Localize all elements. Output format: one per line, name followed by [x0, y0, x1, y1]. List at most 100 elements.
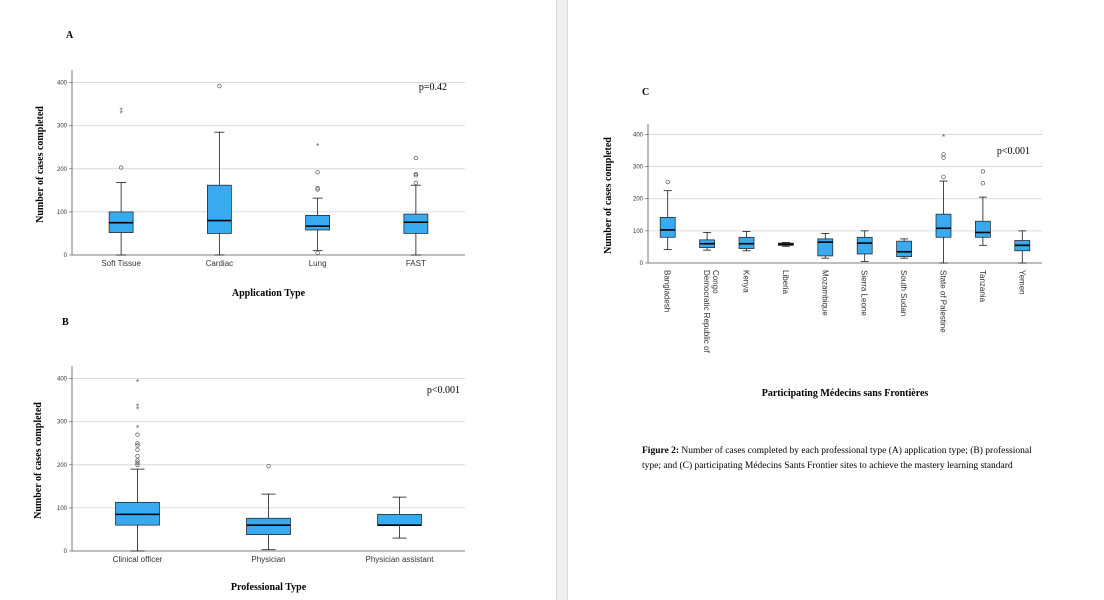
x-category-label: Soft Tissue — [101, 259, 141, 268]
y-tick-label: 0 — [64, 549, 68, 555]
box-group: * — [935, 133, 952, 264]
y-axis-label: Number of cases completed — [33, 402, 44, 519]
outlier-point — [941, 155, 946, 160]
y-tick-label: 0 — [640, 261, 644, 267]
p-value-annotation: p<0.001 — [997, 146, 1030, 157]
x-category-label: Liberia — [781, 270, 790, 295]
extreme-point: * — [942, 133, 945, 142]
figure-caption-label: Figure 2: — [642, 446, 680, 456]
box-group — [778, 242, 794, 247]
x-category-label: Bangladesh — [663, 270, 672, 312]
figure-caption: Figure 2: Number of cases completed by e… — [642, 444, 1042, 474]
document-page-left: A 0 100 200 300 400 Number of cases completed A… — [33, 30, 465, 593]
x-category-label: Lung — [309, 259, 327, 268]
extreme-point: * — [136, 378, 139, 387]
box-group — [856, 230, 873, 262]
outlier-point — [217, 83, 222, 89]
x-category-label: Kenya — [742, 270, 751, 293]
outlier-point — [135, 441, 140, 446]
box-group: ** — [108, 107, 134, 256]
extreme-point: * — [136, 403, 139, 412]
outlier-point — [135, 458, 140, 463]
chart-panel-b: B 0 100 200 300 400 Number of cases completed P… — [33, 317, 465, 593]
outlier-point — [413, 173, 419, 178]
box-iqr — [856, 236, 873, 255]
p-value-annotation: p=0.42 — [419, 82, 447, 93]
y-tick-label: 400 — [633, 132, 644, 138]
y-tick-label: 300 — [633, 165, 644, 171]
outlier-point — [941, 152, 946, 157]
outlier-point — [315, 170, 320, 175]
outlier-point — [980, 181, 986, 186]
x-axis-title: Participating Médecins sans Frontières — [762, 388, 929, 399]
box-group: * — [305, 142, 330, 255]
chart-panel-a: A 0 100 200 300 400 Number of cases completed A… — [35, 30, 465, 299]
box-iqr — [935, 213, 952, 238]
box-group: **** — [115, 378, 160, 552]
outlier-point — [135, 462, 140, 467]
box-iqr — [975, 220, 991, 238]
box-group — [1014, 230, 1031, 264]
panel-letter: A — [66, 30, 74, 41]
x-category-label: State of Palestine — [939, 270, 948, 333]
box-group — [699, 232, 715, 251]
figure-caption-text: Number of cases completed by each profes… — [642, 446, 1032, 471]
box-iqr — [377, 514, 422, 526]
box-iqr — [659, 217, 676, 238]
outlier-point — [413, 155, 419, 161]
x-category-label: FAST — [406, 259, 426, 268]
y-tick-label: 200 — [57, 167, 68, 173]
y-tick-label: 300 — [57, 420, 68, 426]
y-tick-label: 300 — [57, 124, 68, 130]
box-group — [246, 463, 291, 551]
y-tick-label: 100 — [57, 210, 68, 216]
x-category-label: Clinical officer — [113, 555, 163, 564]
p-value-annotation: p<0.001 — [427, 385, 460, 396]
y-tick-label: 100 — [57, 506, 68, 512]
extreme-point: * — [120, 107, 123, 116]
x-category-label: Mozambique — [820, 270, 829, 316]
y-axis-label: Number of cases completed — [35, 106, 46, 223]
box-group — [738, 231, 755, 252]
outlier-point — [665, 179, 670, 185]
extreme-point: * — [136, 406, 139, 415]
box-iqr — [207, 184, 232, 234]
box-iqr — [738, 236, 755, 249]
outlier-point — [315, 187, 320, 192]
y-tick-label: 400 — [57, 81, 68, 87]
x-category-label: Democratic Republic ofCongo — [702, 270, 720, 353]
y-tick-label: 100 — [633, 229, 644, 235]
label-line: Congo — [711, 270, 720, 294]
box-group — [659, 179, 676, 250]
outlier-point — [315, 250, 320, 255]
y-tick-label: 0 — [64, 253, 68, 259]
box-iqr — [403, 213, 429, 234]
outlier-point — [941, 174, 946, 180]
extreme-point: * — [136, 424, 139, 433]
outlier-point — [135, 454, 140, 459]
box-group — [403, 155, 429, 256]
outlier-point — [135, 447, 140, 452]
extreme-point: * — [120, 110, 123, 119]
outlier-point — [315, 186, 320, 191]
y-tick-label: 200 — [57, 463, 68, 469]
outlier-point — [135, 460, 140, 465]
x-category-label: Yemen — [1017, 270, 1026, 295]
panel-letter: B — [62, 317, 69, 328]
box-iqr — [246, 517, 291, 535]
box-group — [377, 496, 422, 539]
x-axis-title: Application Type — [232, 288, 306, 299]
outlier-point — [135, 432, 140, 437]
label-line: Democratic Republic of — [702, 270, 711, 353]
box-iqr — [817, 238, 834, 257]
extreme-point: * — [316, 142, 319, 151]
outlier-point — [980, 169, 986, 174]
x-category-label: Cardiac — [206, 259, 234, 268]
x-category-label: Sierra Leone — [860, 270, 869, 316]
chart-panel-c: C 0 100 200 300 400 Number of cases completed P… — [603, 87, 1042, 399]
y-axis-label: Number of cases completed — [603, 137, 614, 254]
x-category-label: Physician — [251, 555, 285, 564]
x-category-label: Tanzania — [978, 270, 987, 303]
y-tick-label: 400 — [57, 377, 68, 383]
outlier-point — [135, 443, 140, 448]
